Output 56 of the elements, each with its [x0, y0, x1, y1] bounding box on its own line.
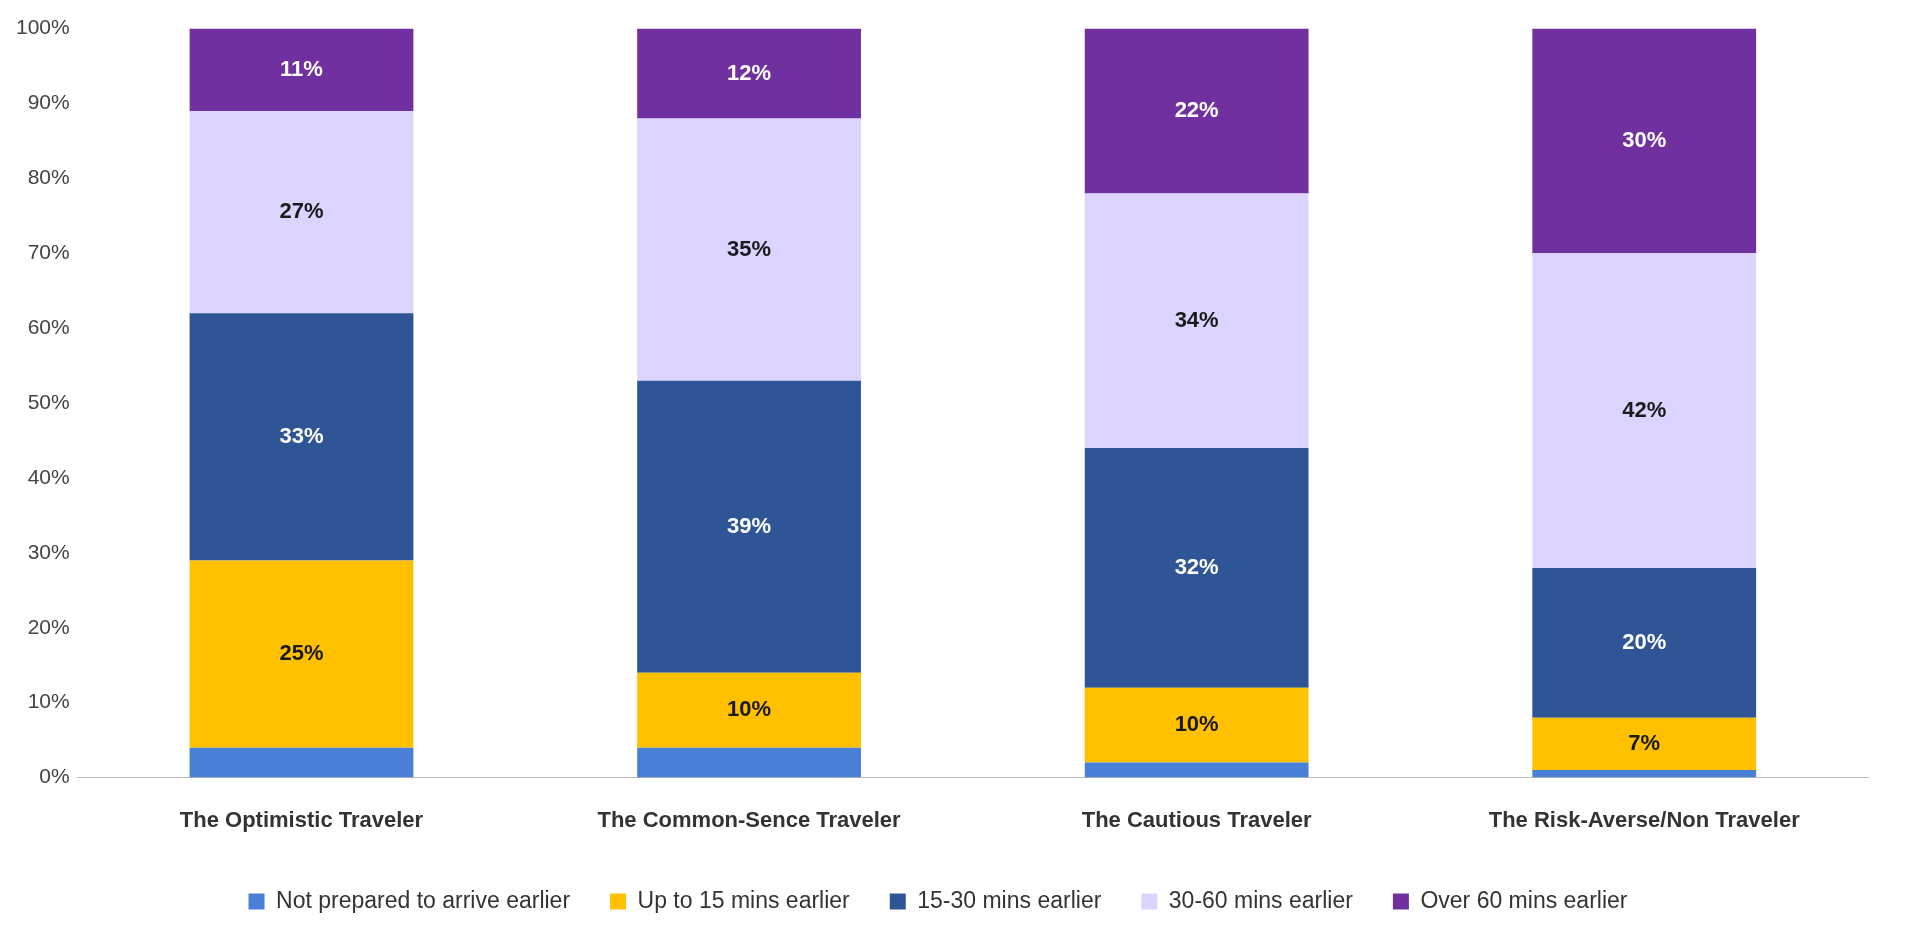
x-tick-label: The Cautious Traveler	[1081, 806, 1312, 832]
bar	[637, 747, 861, 778]
bar	[637, 118, 861, 381]
data-label: 20%	[1622, 628, 1667, 654]
data-label: 11%	[280, 55, 323, 81]
y-tick-label: 90%	[27, 90, 70, 114]
bar	[1084, 28, 1309, 194]
bar	[189, 747, 414, 778]
bar	[1532, 770, 1757, 778]
data-label: 12%	[727, 59, 772, 85]
data-label: 25%	[279, 640, 324, 666]
y-tick-label: 100%	[15, 15, 70, 39]
bar	[1532, 717, 1757, 771]
bar	[1532, 567, 1757, 718]
data-label: 34%	[1174, 306, 1219, 332]
y-tick-label: 80%	[27, 165, 70, 189]
y-tick-label: 50%	[27, 389, 70, 413]
data-label: 10%	[1174, 711, 1219, 737]
y-tick-label: 60%	[27, 315, 70, 338]
y-tick-label: 20%	[27, 614, 70, 638]
bar	[189, 313, 414, 561]
bar	[1532, 28, 1757, 254]
bar	[1532, 253, 1757, 568]
x-tick-label: The Risk-Averse/Non Traveler	[1488, 806, 1801, 832]
bar	[637, 672, 861, 748]
bar	[189, 28, 414, 111]
legend-label: Up to 15 mins earlier	[637, 886, 851, 913]
data-label: 30%	[1622, 127, 1667, 153]
data-label: 42%	[1622, 396, 1667, 422]
y-tick-label: 0%	[39, 764, 70, 788]
y-tick-label: 10%	[27, 689, 70, 713]
data-label: 32%	[1174, 553, 1219, 579]
bar	[637, 28, 861, 119]
data-label: 7%	[1628, 729, 1661, 755]
bar	[1084, 193, 1309, 449]
legend-label: Not prepared to arrive earlier	[276, 886, 571, 913]
y-tick-label: 70%	[27, 240, 70, 264]
bar	[637, 380, 861, 673]
x-tick-label: The Common-Sence Traveler	[597, 806, 902, 832]
bar	[189, 110, 414, 314]
data-label: 39%	[727, 512, 772, 538]
bar	[1084, 762, 1309, 778]
bar	[189, 560, 414, 748]
data-label: 35%	[727, 235, 772, 261]
bar	[1084, 448, 1309, 688]
y-tick-label: 30%	[27, 539, 70, 563]
x-tick-label: The Optimistic Traveler	[179, 806, 424, 832]
data-label: 33%	[279, 422, 324, 448]
legend-label: 30-60 mins earlier	[1168, 886, 1354, 913]
y-tick-label: 40%	[27, 464, 70, 488]
bar	[1084, 687, 1309, 763]
legend-label: Over 60 mins earlier	[1420, 886, 1628, 913]
data-label: 22%	[1174, 97, 1219, 123]
data-label: 10%	[727, 696, 772, 722]
data-label: 27%	[279, 198, 324, 224]
legend-label: 15-30 mins earlier	[917, 886, 1102, 913]
